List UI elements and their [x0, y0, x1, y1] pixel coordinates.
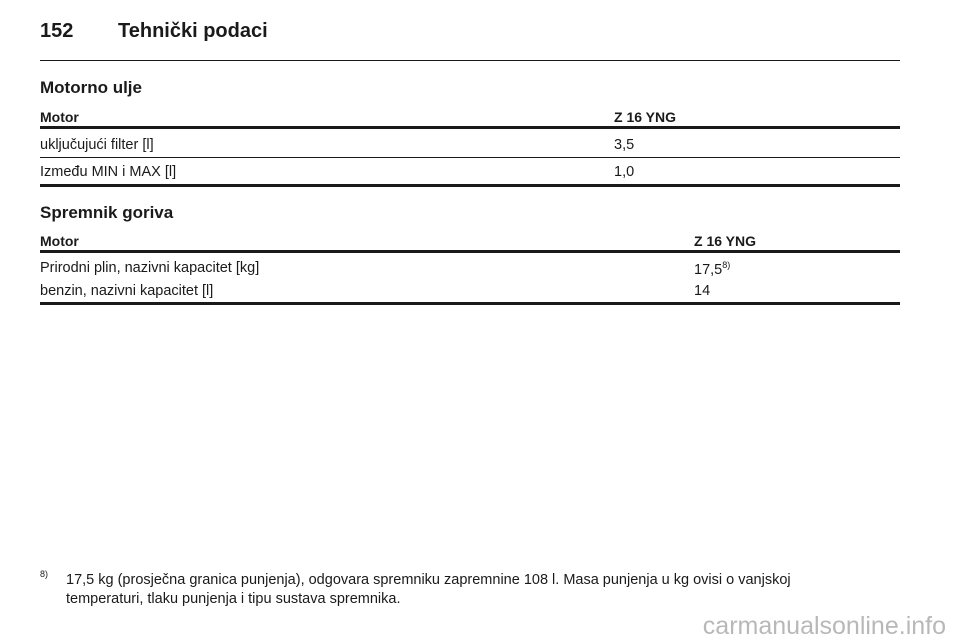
rule — [40, 184, 900, 187]
rule — [40, 157, 900, 158]
page-title: Tehnički podaci — [118, 20, 268, 42]
footnote-ref: 8) — [722, 260, 731, 270]
footnote-line: 17,5 kg (prosječna granica punjenja), od… — [66, 572, 791, 588]
cell: 3,5 — [614, 137, 635, 153]
footnote-line: temperaturi, tlaku punjenja i tipu susta… — [66, 591, 401, 607]
cell-value: 17,5 — [694, 261, 723, 278]
table-header: Z 16 YNG — [614, 109, 676, 125]
cell: Između MIN i MAX [l] — [40, 164, 177, 180]
watermark: carmanualsonline.info — [702, 612, 946, 640]
cell: 1,0 — [614, 164, 635, 180]
section-title: Motorno ulje — [40, 78, 142, 97]
table-header: Motor — [40, 109, 79, 125]
cell: Prirodni plin, nazivni kapacitet [kg] — [40, 260, 260, 276]
section-title: Spremnik goriva — [40, 203, 174, 222]
cell: 14 — [694, 283, 711, 299]
footnote-marker: 8) — [40, 569, 49, 579]
page-number: 152 — [40, 20, 74, 42]
cell: uključujući filter [l] — [40, 137, 154, 153]
table-header: Motor — [40, 233, 79, 249]
cell: 17,58) — [694, 260, 730, 278]
rule — [40, 126, 900, 129]
header-rule — [40, 60, 900, 61]
cell: benzin, nazivni kapacitet [l] — [40, 283, 214, 299]
rule — [40, 250, 900, 253]
rule — [40, 302, 900, 305]
table-header: Z 16 YNG — [694, 233, 756, 249]
